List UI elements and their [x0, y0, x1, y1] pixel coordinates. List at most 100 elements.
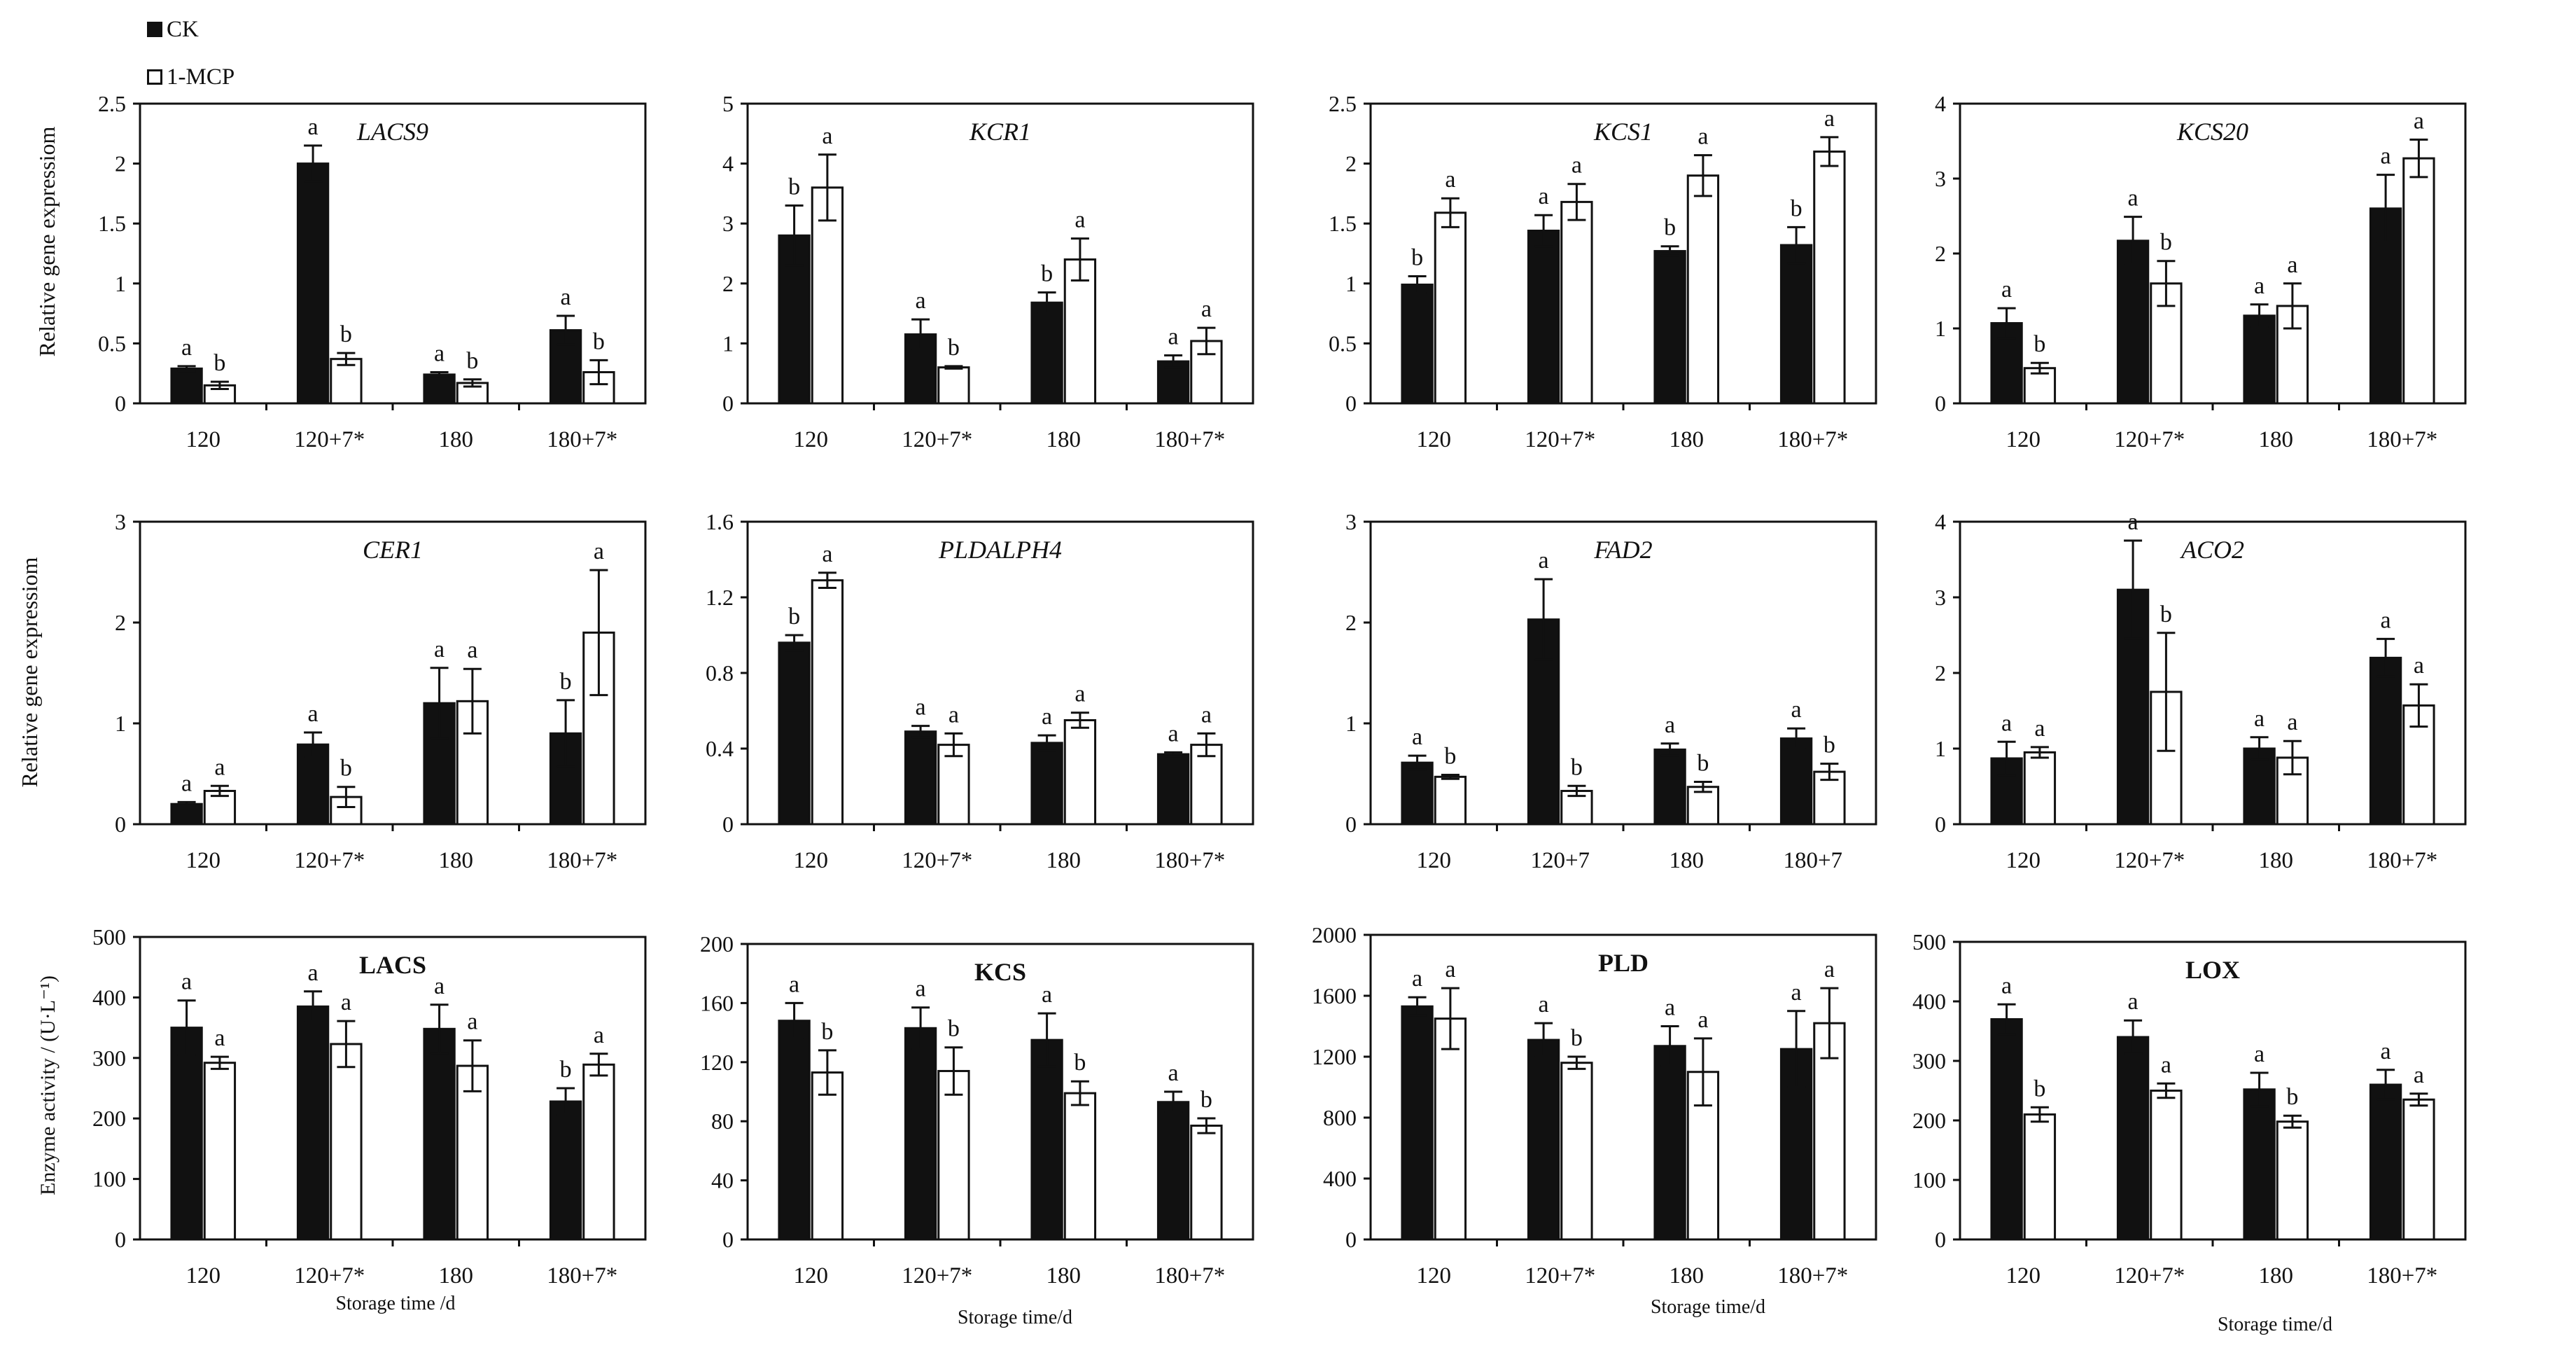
- y-tick-label: 400: [1323, 1166, 1357, 1191]
- significance-letter: b: [1444, 743, 1456, 769]
- mcp-bar: [1434, 1017, 1467, 1241]
- significance-letter: a: [1074, 681, 1085, 707]
- significance-letter: a: [2414, 108, 2424, 134]
- significance-letter: b: [593, 328, 605, 354]
- y-tick-label: 200: [1912, 1108, 1946, 1133]
- significance-letter: b: [948, 335, 960, 361]
- ck-bar: [1401, 284, 1434, 405]
- y-tick-label: 3: [1345, 509, 1357, 534]
- y-tick-label: 2: [115, 610, 126, 635]
- y-tick-label: 0: [722, 391, 734, 416]
- y-tick-label: 5: [722, 91, 734, 116]
- x-tick-label: 180: [439, 427, 474, 452]
- y-tick-label: 200: [92, 1106, 126, 1131]
- ck-bar: [1030, 742, 1063, 826]
- significance-letter: a: [1572, 153, 1582, 179]
- ck-bar: [1401, 761, 1434, 826]
- y-tick-label: 0: [115, 1227, 126, 1252]
- y-tick-label: 400: [92, 985, 126, 1010]
- chart-title: LOX: [2185, 956, 2240, 984]
- y-tick-label: 0: [1345, 391, 1357, 416]
- ck-bar: [1779, 244, 1813, 405]
- x-tick-label: 180: [439, 1263, 474, 1288]
- chart-title: ACO2: [2180, 536, 2244, 564]
- mcp-bar: [811, 579, 844, 826]
- ck-bar: [549, 1100, 582, 1241]
- y-tick-label: 1.5: [1329, 211, 1357, 236]
- row3-y-axis-label: Enzyme activity / (U·L⁻¹): [36, 975, 59, 1195]
- significance-letter: b: [1074, 1050, 1086, 1076]
- legend-item-ck: CK: [147, 15, 199, 43]
- ck-bar: [1030, 301, 1063, 405]
- significance-letter: b: [466, 348, 478, 374]
- y-tick-label: 0: [1935, 812, 1946, 837]
- significance-letter: a: [1042, 704, 1052, 730]
- y-tick-label: 2: [722, 271, 734, 296]
- significance-letter: a: [561, 284, 571, 310]
- lox-x-axis-label: Storage time/d: [2218, 1314, 2332, 1335]
- chart-title: KCS1: [1593, 118, 1653, 146]
- significance-letter: b: [1200, 1087, 1212, 1113]
- significance-letter: a: [1168, 1060, 1179, 1086]
- x-tick-label: 180+7*: [547, 848, 617, 873]
- y-tick-label: 2: [1345, 610, 1357, 635]
- ck-bar: [423, 1027, 456, 1241]
- significance-letter: b: [1664, 215, 1676, 241]
- significance-letter: a: [2287, 709, 2297, 735]
- significance-letter: b: [788, 604, 800, 630]
- ck-bar: [2243, 314, 2276, 405]
- x-tick-label: 180+7*: [1777, 1263, 1848, 1288]
- x-tick-label: 180+7*: [547, 427, 617, 452]
- significance-letter: b: [1411, 245, 1423, 271]
- x-tick-label: 180+7*: [547, 1263, 617, 1288]
- mcp-bar: [2023, 1113, 2057, 1241]
- x-tick-label: 120+7: [1530, 848, 1590, 873]
- y-tick-label: 500: [1912, 929, 1946, 954]
- significance-letter: a: [2254, 273, 2264, 299]
- mcp-bar: [2150, 1090, 2183, 1241]
- significance-letter: b: [2033, 1076, 2045, 1102]
- significance-letter: a: [2381, 607, 2391, 633]
- x-tick-label: 120+7*: [2114, 848, 2185, 873]
- significance-letter: a: [916, 288, 926, 314]
- x-tick-label: 120+7*: [294, 427, 365, 452]
- y-tick-label: 1: [1935, 316, 1946, 341]
- ck-bar: [423, 373, 456, 405]
- mcp-bar: [2402, 157, 2435, 405]
- x-tick-label: 180: [2259, 427, 2294, 452]
- x-tick-label: 120: [2006, 1263, 2041, 1288]
- significance-letter: a: [434, 973, 444, 999]
- y-tick-label: 1: [115, 711, 126, 736]
- y-tick-label: 2: [1345, 151, 1357, 176]
- significance-letter: a: [1539, 183, 1549, 209]
- significance-letter: a: [822, 541, 832, 567]
- mcp-bar: [1813, 150, 1846, 405]
- mcp-bar: [1190, 1125, 1223, 1241]
- ck-bar: [778, 1020, 811, 1241]
- mcp-bar: [330, 358, 363, 405]
- y-tick-label: 1: [722, 331, 734, 356]
- mcp-bar: [811, 186, 844, 405]
- legend: CK 1-MCP: [147, 7, 329, 90]
- significance-letter: a: [2001, 973, 2012, 999]
- significance-letter: a: [1824, 957, 1835, 982]
- significance-letter: a: [1698, 1007, 1708, 1033]
- x-tick-label: 180: [2259, 848, 2294, 873]
- significance-letter: a: [822, 123, 832, 149]
- y-tick-label: 1.6: [706, 509, 734, 534]
- x-tick-label: 180+7*: [1154, 1263, 1225, 1288]
- chart-title: LACS9: [356, 118, 428, 146]
- lacs-x-axis-label: Storage time /d: [335, 1293, 455, 1314]
- x-tick-label: 120: [1417, 1263, 1452, 1288]
- significance-letter: a: [916, 976, 926, 1002]
- significance-letter: a: [434, 340, 444, 366]
- y-tick-label: 100: [92, 1167, 126, 1192]
- significance-letter: b: [948, 1016, 960, 1042]
- mcp-bar: [2276, 1120, 2309, 1241]
- x-tick-label: 120+7*: [902, 1263, 972, 1288]
- chart-title: PLD: [1598, 949, 1648, 977]
- significance-letter: a: [1412, 724, 1422, 750]
- significance-letter: b: [340, 756, 352, 781]
